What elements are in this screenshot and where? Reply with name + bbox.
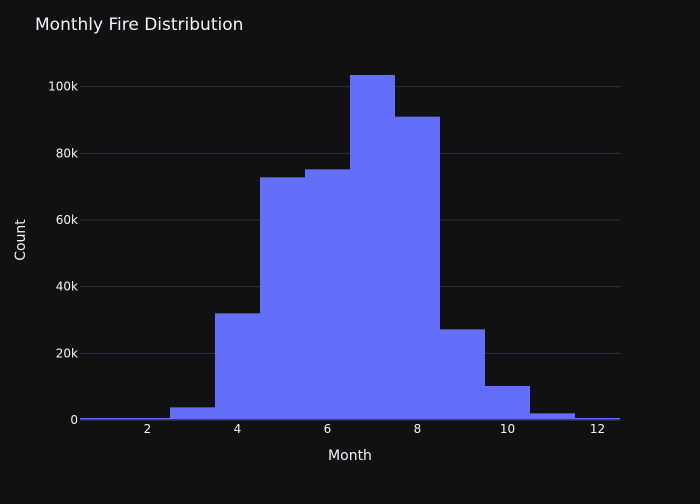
histogram-bar — [485, 386, 530, 420]
histogram-bar — [395, 116, 440, 421]
histogram-bar — [170, 407, 215, 420]
histogram-bar — [80, 418, 125, 420]
x-tick-label: 8 — [414, 422, 422, 436]
x-tick-label: 12 — [590, 422, 605, 436]
x-tick-label: 6 — [324, 422, 332, 436]
x-tick-label: 10 — [500, 422, 515, 436]
y-tick-label: 80k — [56, 146, 78, 160]
histogram-bar — [305, 169, 350, 420]
y-tick-label: 0 — [70, 413, 78, 427]
histogram-bar — [530, 413, 575, 420]
y-tick-label: 40k — [56, 280, 78, 294]
y-tick-label: 20k — [56, 346, 78, 360]
chart-title: Monthly Fire Distribution — [35, 15, 243, 35]
histogram-bar — [215, 313, 260, 420]
histogram-bar — [350, 75, 395, 420]
histogram-bar — [440, 329, 485, 420]
y-axis-label: Count — [13, 219, 29, 261]
x-tick-label: 4 — [234, 422, 242, 436]
x-axis-label: Month — [328, 448, 372, 464]
bars-group — [80, 75, 620, 421]
x-tick-label: 2 — [144, 422, 152, 436]
y-tick-label: 60k — [56, 213, 78, 227]
histogram-bar — [260, 177, 305, 420]
x-axis-ticks: 2 4 6 8 10 12 — [144, 422, 605, 436]
y-axis-ticks: 0 20k 40k 60k 80k 100k — [48, 80, 78, 427]
histogram-bar — [125, 418, 170, 420]
histogram-bar — [575, 418, 620, 420]
y-tick-label: 100k — [48, 80, 78, 94]
